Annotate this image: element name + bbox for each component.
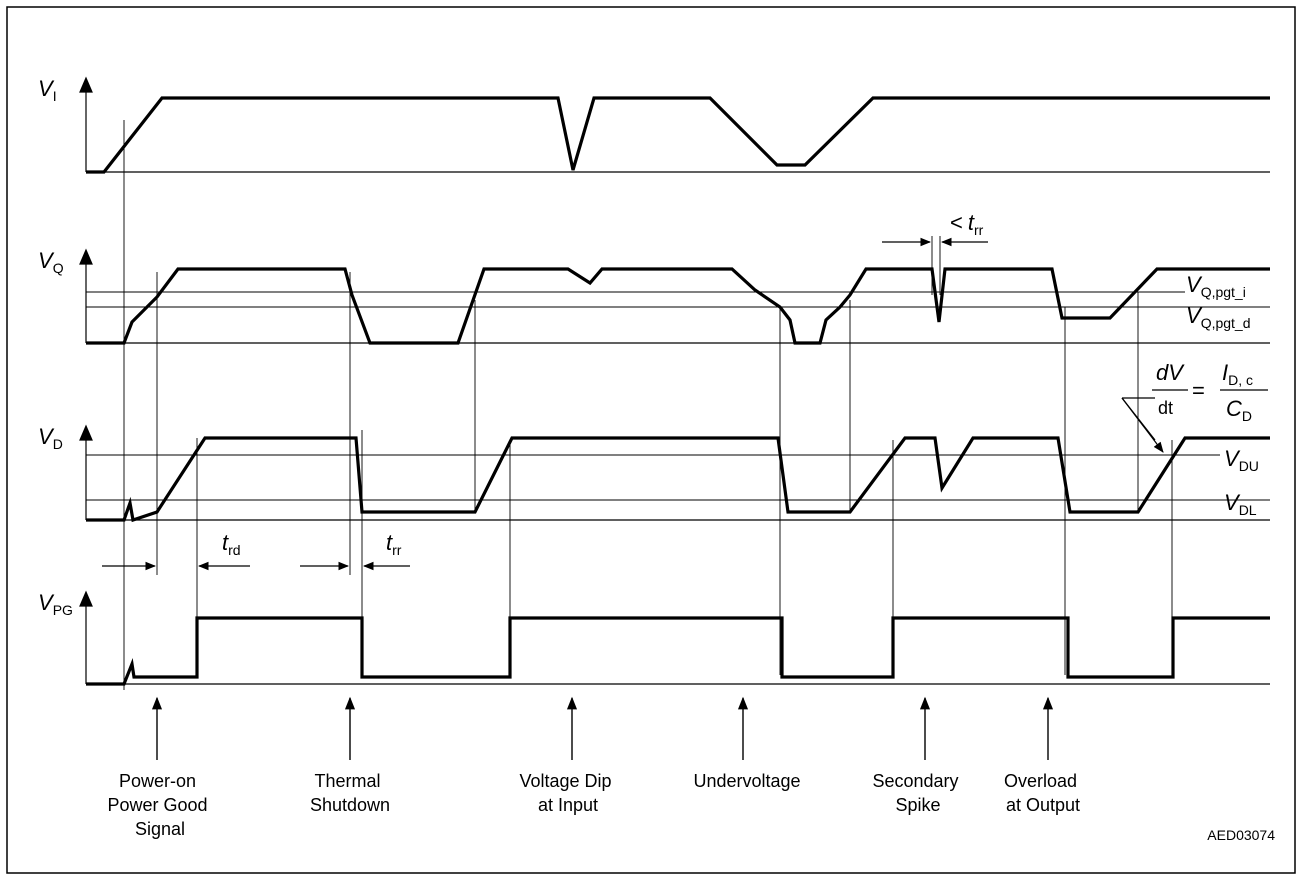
trd-label: trd	[222, 530, 241, 558]
vq-label: VQ	[38, 248, 64, 276]
timing-labels: trd trr < trr	[222, 210, 984, 558]
event-label-secondary-spike: Secondary Spike	[872, 771, 963, 815]
event-label-power-on: Power-on Power Good Signal	[107, 771, 212, 839]
event-guide-lines	[123, 120, 1173, 690]
figure-frame	[6, 6, 1296, 874]
formula-idc: ID, c	[1222, 360, 1253, 388]
formula-dv: dV	[1156, 360, 1185, 385]
vq-pgt-d-label: VQ,pgt_d	[1186, 303, 1251, 331]
event-label-undervoltage: Undervoltage	[693, 771, 800, 791]
trr-label: trr	[386, 530, 402, 558]
formula-equals: =	[1192, 378, 1205, 403]
vq-pgt-i-label: VQ,pgt_i	[1186, 272, 1246, 300]
threshold-lines	[86, 291, 1270, 501]
vpg-waveform	[86, 616, 1270, 686]
vi-axis-arrow	[79, 76, 93, 93]
vpg-axis-arrow	[79, 590, 93, 607]
event-label-overload: Overload at Output	[1004, 771, 1082, 815]
slope-formula: dV dt = ID, c CD	[1152, 360, 1268, 424]
vd-waveform	[86, 436, 1270, 523]
vd-axis-arrow	[79, 424, 93, 441]
formula-dt: dt	[1158, 398, 1173, 418]
vd-label: VD	[38, 424, 63, 452]
threshold-labels: VQ,pgt_i VQ,pgt_d VDU VDL	[1186, 272, 1259, 518]
event-labels: Power-on Power Good Signal Thermal Shutd…	[107, 771, 1082, 839]
vq-waveform	[86, 267, 1270, 345]
slope-leader-3	[1121, 397, 1156, 441]
timing-arrows	[102, 237, 1164, 571]
axes	[79, 76, 1270, 685]
waveforms	[86, 96, 1270, 686]
signal-labels: VI VQ VD VPG	[38, 76, 73, 618]
trr-short-label: < trr	[950, 210, 984, 238]
event-label-thermal: Thermal Shutdown	[310, 771, 390, 815]
figure-id: AED03074	[1207, 827, 1275, 843]
vdu-label: VDU	[1224, 446, 1259, 474]
vpg-label: VPG	[38, 590, 73, 618]
vi-label: VI	[38, 76, 57, 104]
vdl-label: VDL	[1224, 490, 1257, 518]
event-arrows	[151, 696, 1054, 760]
formula-cd: CD	[1226, 396, 1252, 424]
event-label-voltage-dip: Voltage Dip at Input	[519, 771, 616, 815]
vi-waveform	[86, 96, 1270, 174]
vq-axis-arrow	[79, 248, 93, 265]
